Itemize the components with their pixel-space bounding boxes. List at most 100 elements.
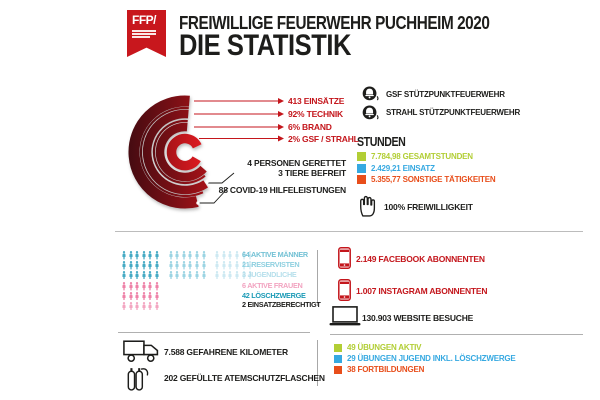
section-divider-horizontal xyxy=(115,231,583,233)
person-icon xyxy=(228,251,232,260)
person-icon xyxy=(188,261,192,270)
person-icon xyxy=(148,271,152,280)
member-count-label: 64 AKTIVE MÄNNER xyxy=(242,250,308,259)
legend-row: 29 ÜBUNGEN JUGEND INKL. LÖSCHZWERGE xyxy=(334,354,516,363)
person-icon xyxy=(169,261,173,270)
person-icon xyxy=(135,292,139,301)
pictogram-group xyxy=(168,271,208,280)
person-icon xyxy=(148,282,152,291)
person-icon xyxy=(235,251,239,260)
person-icon xyxy=(129,251,133,260)
person-icon xyxy=(182,271,186,280)
alarm-bell-icon xyxy=(362,104,379,119)
legend-label: 49 ÜBUNGEN AKTIV xyxy=(347,343,422,352)
person-icon xyxy=(175,251,179,260)
stuetzpunkt-row: STRAHL STÜTZPUNKTFEUERWEHR xyxy=(362,104,520,122)
freiwilligkeit-label: 100% FREIWILLIGKEIT xyxy=(384,202,473,212)
person-icon xyxy=(241,251,246,260)
person-icon xyxy=(155,282,159,291)
pictogram-row xyxy=(121,291,261,301)
person-icon xyxy=(142,251,146,260)
person-icon xyxy=(228,271,232,280)
legend-swatch xyxy=(357,152,366,161)
stuetzpunkt-label: GSF STÜTZPUNKTFEUERWEHR xyxy=(386,89,505,99)
logo-subtext-bar xyxy=(132,33,156,35)
person-icon xyxy=(188,271,192,280)
person-icon xyxy=(175,261,179,270)
person-icon xyxy=(135,271,139,280)
instagram-label: 1.007 INSTAGRAM ABONNENTEN xyxy=(356,286,488,296)
annotation-personen-gerettet: 4 PERSONEN GERETTET xyxy=(247,158,346,168)
person-icon xyxy=(148,251,152,260)
person-icon xyxy=(182,251,186,260)
atemschutzflaschen-label: 202 GEFÜLLTE ATEMSCHUTZFLASCHEN xyxy=(164,373,325,383)
person-icon xyxy=(142,261,146,270)
person-icon xyxy=(142,301,146,311)
person-icon xyxy=(129,282,133,291)
logo-subtext-bar xyxy=(132,30,156,32)
person-icon xyxy=(155,261,159,270)
person-icon xyxy=(175,271,179,280)
pictogram-group xyxy=(121,261,161,270)
member-count-label: 42 LÖSCHZWERGE xyxy=(242,290,306,300)
members-pictogram xyxy=(121,250,261,311)
legend-row: 2.429,21 EINSATZ xyxy=(357,163,435,173)
pictogram-group xyxy=(121,251,161,260)
person-icon xyxy=(248,261,252,270)
person-icon xyxy=(129,271,133,280)
legend-swatch xyxy=(357,163,366,173)
website-label: 130.903 WEBSITE BESUCHE xyxy=(362,313,474,323)
legend-swatch xyxy=(334,354,342,363)
facebook-label: 2.149 FACEBOOK ABONNENTEN xyxy=(356,254,485,264)
legend-swatch xyxy=(334,343,342,352)
chart-leader-lines xyxy=(194,98,284,142)
pictogram-row xyxy=(121,260,261,270)
pictogram-group xyxy=(121,271,161,280)
legend-row: 5.355,77 SONSTIGE TÄTIGKEITEN xyxy=(357,175,496,184)
pledge-hand-icon xyxy=(360,195,376,217)
member-count-label: 3 JUGENDLICHE xyxy=(242,269,297,279)
person-icon xyxy=(195,261,199,270)
person-icon xyxy=(182,261,186,270)
pictogram-row xyxy=(121,281,261,291)
chart-label-gsf-strahl: 2% GSF / STRAHL xyxy=(288,134,359,144)
title-line2: DIE STATISTIK xyxy=(179,29,352,62)
chart-annotation-lines xyxy=(196,172,235,205)
alarm-bell-icon xyxy=(362,86,379,101)
stuetzpunkt-label: STRAHL STÜTZPUNKTFEUERWEHR xyxy=(386,108,521,117)
person-icon xyxy=(122,292,126,301)
chart-rings xyxy=(128,95,208,209)
chart-label-einsaetze: 413 EINSÄTZE xyxy=(288,95,345,106)
smartphone-icon xyxy=(338,279,351,301)
person-icon xyxy=(122,282,126,291)
pictogram-group xyxy=(214,271,254,280)
pictogram-group xyxy=(214,251,254,260)
legend-label: 38 FORTBILDUNGEN xyxy=(347,365,425,374)
person-icon xyxy=(155,292,159,301)
person-icon xyxy=(122,271,126,280)
members-labels: 64 AKTIVE MÄNNER 21 RESERVISTEN 3 JUGENDLI… xyxy=(242,250,321,310)
stunden-heading: STUNDEN xyxy=(357,135,406,149)
legend-swatch xyxy=(357,175,366,184)
logistics-uebungen-divider xyxy=(317,340,319,386)
ffp-logo-ribbon: FFP/ xyxy=(127,10,166,57)
kilometer-label: 7.588 GEFAHRENE KILOMETER xyxy=(164,347,288,357)
social-uebungen-divider xyxy=(330,334,583,336)
einsaetze-radial-chart xyxy=(128,95,284,209)
member-count-label: 21 RESERVISTEN xyxy=(242,259,300,269)
person-icon xyxy=(142,271,146,280)
person-icon xyxy=(195,251,199,260)
person-icon xyxy=(148,261,152,270)
person-icon xyxy=(235,261,239,270)
person-icon xyxy=(142,282,146,291)
person-icon xyxy=(155,271,159,280)
legend-row: 38 FORTBILDUNGEN xyxy=(334,365,424,374)
chart-label-brand: 6% BRAND xyxy=(288,121,332,132)
person-icon xyxy=(222,251,226,260)
legend-label: 7.784,98 GESAMTSTUNDEN xyxy=(371,152,473,161)
logo-text: FFP/ xyxy=(132,13,157,27)
annotation-covid-hilfeleistungen: 88 COVID-19 HILFELEISTUNGEN xyxy=(218,184,347,195)
pictogram-group xyxy=(121,292,161,301)
members-social-divider xyxy=(317,250,319,306)
